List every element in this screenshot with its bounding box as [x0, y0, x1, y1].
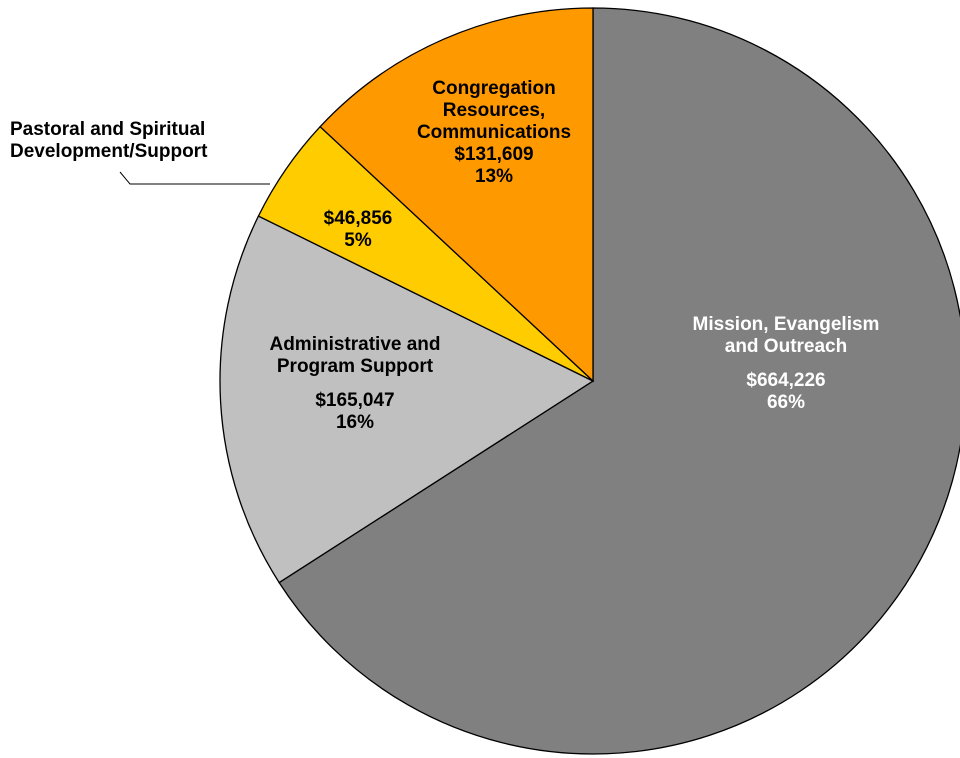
slice-mission — [278, 7, 960, 755]
label-mission-name-line-1: Mission, Evangelism — [692, 314, 880, 335]
label-administrative: Administrative and Program Support $165,… — [269, 334, 440, 434]
slice-congregation — [319, 7, 594, 383]
slice-administrative — [219, 215, 595, 584]
label-pastoral-value-group: $46,856 5% — [324, 208, 393, 252]
label-congregation-name-line-1: Congregation — [432, 78, 556, 99]
label-congregation-value: $131,609 — [454, 144, 534, 165]
label-mission-percent: 66% — [766, 392, 806, 413]
label-administrative-name-line-1: Administrative and — [269, 334, 441, 355]
label-administrative-percent: 16% — [335, 412, 375, 433]
label-pastoral-name: Pastoral and Spiritual Development/Suppo… — [10, 119, 207, 163]
label-pastoral-name-line-1: Pastoral and Spiritual — [10, 119, 206, 140]
label-administrative-value: $165,047 — [315, 390, 395, 411]
label-mission-value: $664,226 — [746, 370, 826, 391]
label-administrative-name-line-2: Program Support — [276, 356, 434, 377]
label-mission-name-line-2: and Outreach — [724, 336, 848, 357]
label-mission: Mission, Evangelism and Outreach $664,22… — [693, 314, 880, 414]
label-pastoral-name-line-2: Development/Support — [10, 141, 208, 162]
leader-line-pastoral — [119, 171, 270, 185]
label-congregation-name-line-2: Resources, — [442, 100, 546, 121]
label-congregation-percent: 13% — [474, 166, 514, 187]
label-congregation-name-line-3: Communications — [416, 122, 572, 143]
label-pastoral-value: $46,856 — [323, 208, 393, 229]
label-congregation: Congregation Resources, Communications $… — [417, 78, 571, 188]
label-pastoral-percent: 5% — [344, 230, 372, 251]
